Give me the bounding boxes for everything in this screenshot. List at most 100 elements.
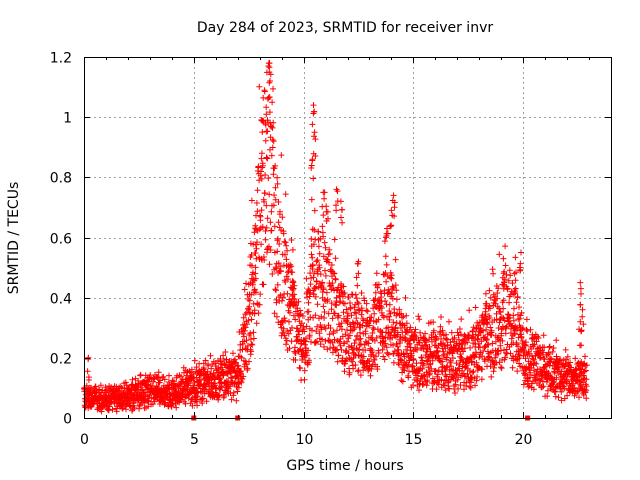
data-point xyxy=(310,102,317,109)
data-point xyxy=(260,94,267,101)
data-point xyxy=(434,347,441,354)
data-point xyxy=(301,328,308,335)
data-point xyxy=(469,333,476,340)
data-point xyxy=(430,327,437,334)
data-point xyxy=(255,310,262,317)
data-point xyxy=(479,353,486,360)
data-point xyxy=(497,364,504,371)
data-point xyxy=(247,330,254,337)
x-tick-label: 15 xyxy=(405,432,423,448)
data-point xyxy=(308,236,315,242)
data-point xyxy=(325,215,331,222)
data-point xyxy=(375,350,382,356)
data-point xyxy=(473,359,480,366)
data-point xyxy=(392,282,399,289)
data-point xyxy=(393,340,400,347)
data-point xyxy=(386,308,393,314)
data-point xyxy=(321,309,328,315)
data-point xyxy=(461,386,467,393)
data-point xyxy=(362,330,369,337)
data-point xyxy=(539,384,546,391)
data-point xyxy=(499,337,506,344)
data-point xyxy=(386,316,393,323)
data-point xyxy=(296,327,303,334)
data-point xyxy=(327,325,334,331)
data-point xyxy=(389,212,396,219)
data-point xyxy=(534,370,541,377)
data-point xyxy=(246,358,252,365)
data-point xyxy=(270,85,276,92)
data-point xyxy=(497,309,504,316)
data-point xyxy=(418,354,425,361)
data-point xyxy=(252,275,259,282)
data-point xyxy=(217,375,223,381)
data-point xyxy=(254,187,261,194)
data-point xyxy=(382,298,389,304)
data-point xyxy=(527,369,534,376)
data-point xyxy=(486,354,493,361)
data-point xyxy=(339,206,346,213)
data-point xyxy=(292,344,298,351)
data-point xyxy=(297,307,304,314)
data-point xyxy=(240,373,247,380)
data-point xyxy=(430,319,437,326)
data-point xyxy=(334,327,340,334)
data-point xyxy=(251,307,258,314)
data-point xyxy=(258,168,264,175)
data-point xyxy=(332,255,339,262)
data-point xyxy=(305,347,311,354)
data-point xyxy=(439,358,446,365)
data-point xyxy=(315,228,322,235)
x-tick-label: 20 xyxy=(515,432,533,448)
data-point xyxy=(286,309,293,316)
data-point xyxy=(283,273,290,280)
data-point xyxy=(282,191,289,198)
data-point xyxy=(455,336,462,343)
data-point xyxy=(488,373,495,380)
data-point xyxy=(188,366,195,373)
data-point xyxy=(283,341,289,348)
data-point xyxy=(369,330,376,336)
data-point xyxy=(517,260,524,267)
data-point xyxy=(579,313,586,320)
data-point xyxy=(305,308,312,315)
data-point xyxy=(510,312,517,319)
data-point xyxy=(263,154,270,161)
data-point xyxy=(270,171,277,178)
data-point xyxy=(414,346,421,353)
data-point xyxy=(303,352,310,359)
data-point xyxy=(488,327,495,334)
data-point xyxy=(349,358,356,365)
data-point xyxy=(244,342,251,349)
data-point xyxy=(393,296,400,303)
data-point xyxy=(333,207,340,214)
data-point xyxy=(371,310,378,317)
data-point xyxy=(330,328,337,335)
data-point xyxy=(510,291,517,298)
data-point xyxy=(530,386,537,393)
data-point xyxy=(472,304,479,311)
data-point xyxy=(263,104,270,111)
data-point xyxy=(576,326,583,333)
data-point xyxy=(251,286,258,293)
data-point xyxy=(261,257,268,263)
y-tick-label: 0.4 xyxy=(50,292,72,308)
data-point xyxy=(256,177,263,184)
x-axis-title: GPS time / hours xyxy=(286,458,403,474)
data-point xyxy=(489,340,496,347)
data-point xyxy=(354,332,361,339)
data-point xyxy=(498,365,505,372)
data-point xyxy=(258,241,265,248)
data-point xyxy=(324,346,331,353)
data-point xyxy=(230,350,236,357)
data-point xyxy=(493,310,500,317)
data-point xyxy=(122,379,129,386)
data-point xyxy=(307,281,314,288)
data-point xyxy=(449,355,456,361)
data-point xyxy=(384,225,390,232)
data-point xyxy=(243,337,250,344)
data-point xyxy=(417,329,424,336)
data-point xyxy=(518,334,525,341)
data-point xyxy=(490,358,496,365)
data-point xyxy=(259,129,266,136)
